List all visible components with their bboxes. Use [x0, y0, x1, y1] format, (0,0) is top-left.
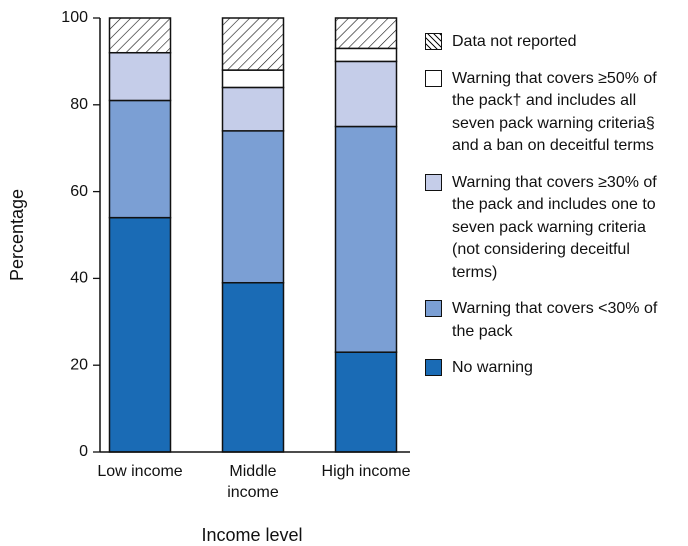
legend-swatch — [425, 359, 442, 376]
legend-item: Data not reported — [425, 31, 680, 54]
legend: Data not reported Warning that covers ≥50… — [425, 31, 680, 380]
bar-segment — [334, 47, 398, 63]
bar-segment — [221, 17, 285, 71]
legend-swatch — [425, 33, 442, 50]
legend-label: No warning — [452, 359, 533, 376]
legend-label: Warning that covers ≥50% of the pack† an… — [452, 69, 657, 155]
bar-segment — [108, 17, 172, 54]
x-tick-label: Low income — [97, 463, 183, 480]
legend-label: Warning that covers <30% of the pack — [452, 300, 658, 340]
bar-segment — [221, 69, 285, 89]
legend-item: Warning that covers <30% of the pack — [425, 298, 680, 343]
legend-swatch — [425, 173, 442, 191]
bar-segment — [334, 17, 398, 50]
y-tick-label: 0 — [79, 443, 88, 460]
bar-segment — [108, 51, 172, 102]
x-tick-label: High income — [321, 463, 411, 480]
bar-segment — [108, 99, 172, 219]
y-tick-label: 20 — [70, 356, 88, 373]
legend-item: Warning that covers ≥50% of the pack† an… — [425, 68, 680, 158]
bar-segment — [221, 281, 285, 453]
bar-segment — [334, 60, 398, 128]
bar-segment — [334, 351, 398, 453]
legend-swatch — [425, 300, 442, 317]
y-tick-label: 80 — [70, 96, 88, 113]
legend-swatch — [425, 69, 442, 87]
bar-segment — [108, 216, 172, 453]
legend-item: No warning — [425, 357, 680, 380]
y-tick-label: 60 — [70, 183, 88, 200]
x-tick-label: Middle income — [227, 463, 279, 501]
legend-label: Warning that covers ≥30% of the pack and… — [452, 173, 657, 281]
x-axis-title: Income level — [201, 525, 302, 545]
y-tick-label: 100 — [61, 9, 88, 26]
bar-segment — [221, 130, 285, 284]
legend-label: Data not reported — [452, 33, 577, 50]
bar-segment — [221, 86, 285, 132]
y-axis-title: Percentage — [7, 189, 27, 281]
y-tick-label: 40 — [70, 270, 88, 287]
bar-segment — [334, 125, 398, 353]
legend-item: Warning that covers ≥30% of the pack and… — [425, 172, 680, 285]
